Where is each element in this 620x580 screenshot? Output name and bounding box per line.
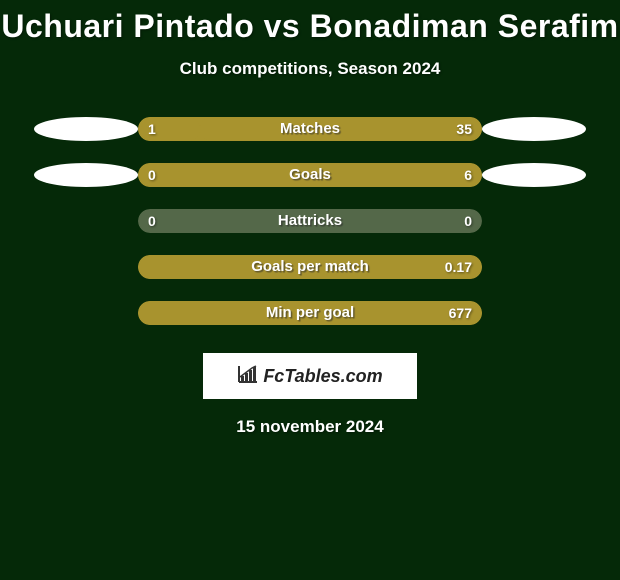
stat-row: 00Hattricks [0, 209, 620, 233]
stat-label: Goals [138, 163, 482, 187]
stat-label: Hattricks [138, 209, 482, 233]
stat-label: Matches [138, 117, 482, 141]
stat-label: Goals per match [138, 255, 482, 279]
shirt-placeholder-icon [34, 117, 138, 141]
shirt-slot-right [482, 163, 586, 187]
logo: FcTables.com [237, 364, 382, 389]
shirt-slot-left [34, 163, 138, 187]
chart-icon [237, 364, 259, 389]
logo-box: FcTables.com [203, 353, 417, 399]
stat-row: 677Min per goal [0, 301, 620, 325]
shirt-placeholder-icon [34, 163, 138, 187]
stat-bar: 06Goals [138, 163, 482, 187]
stat-bar: 677Min per goal [138, 301, 482, 325]
stat-bar: 0.17Goals per match [138, 255, 482, 279]
stat-row: 135Matches [0, 117, 620, 141]
logo-text: FcTables.com [263, 366, 382, 387]
shirt-placeholder-icon [482, 117, 586, 141]
subtitle: Club competitions, Season 2024 [0, 59, 620, 79]
stat-row: 06Goals [0, 163, 620, 187]
stat-label: Min per goal [138, 301, 482, 325]
shirt-slot-left [34, 117, 138, 141]
stats-container: 135Matches 06Goals 00Hattricks 0.17Goals pe… [0, 117, 620, 325]
shirt-slot-right [482, 117, 586, 141]
stat-bar: 135Matches [138, 117, 482, 141]
shirt-placeholder-icon [482, 163, 586, 187]
page-title: Uchuari Pintado vs Bonadiman Serafim [0, 0, 620, 45]
stat-bar: 00Hattricks [138, 209, 482, 233]
stat-row: 0.17Goals per match [0, 255, 620, 279]
date-label: 15 november 2024 [0, 417, 620, 437]
